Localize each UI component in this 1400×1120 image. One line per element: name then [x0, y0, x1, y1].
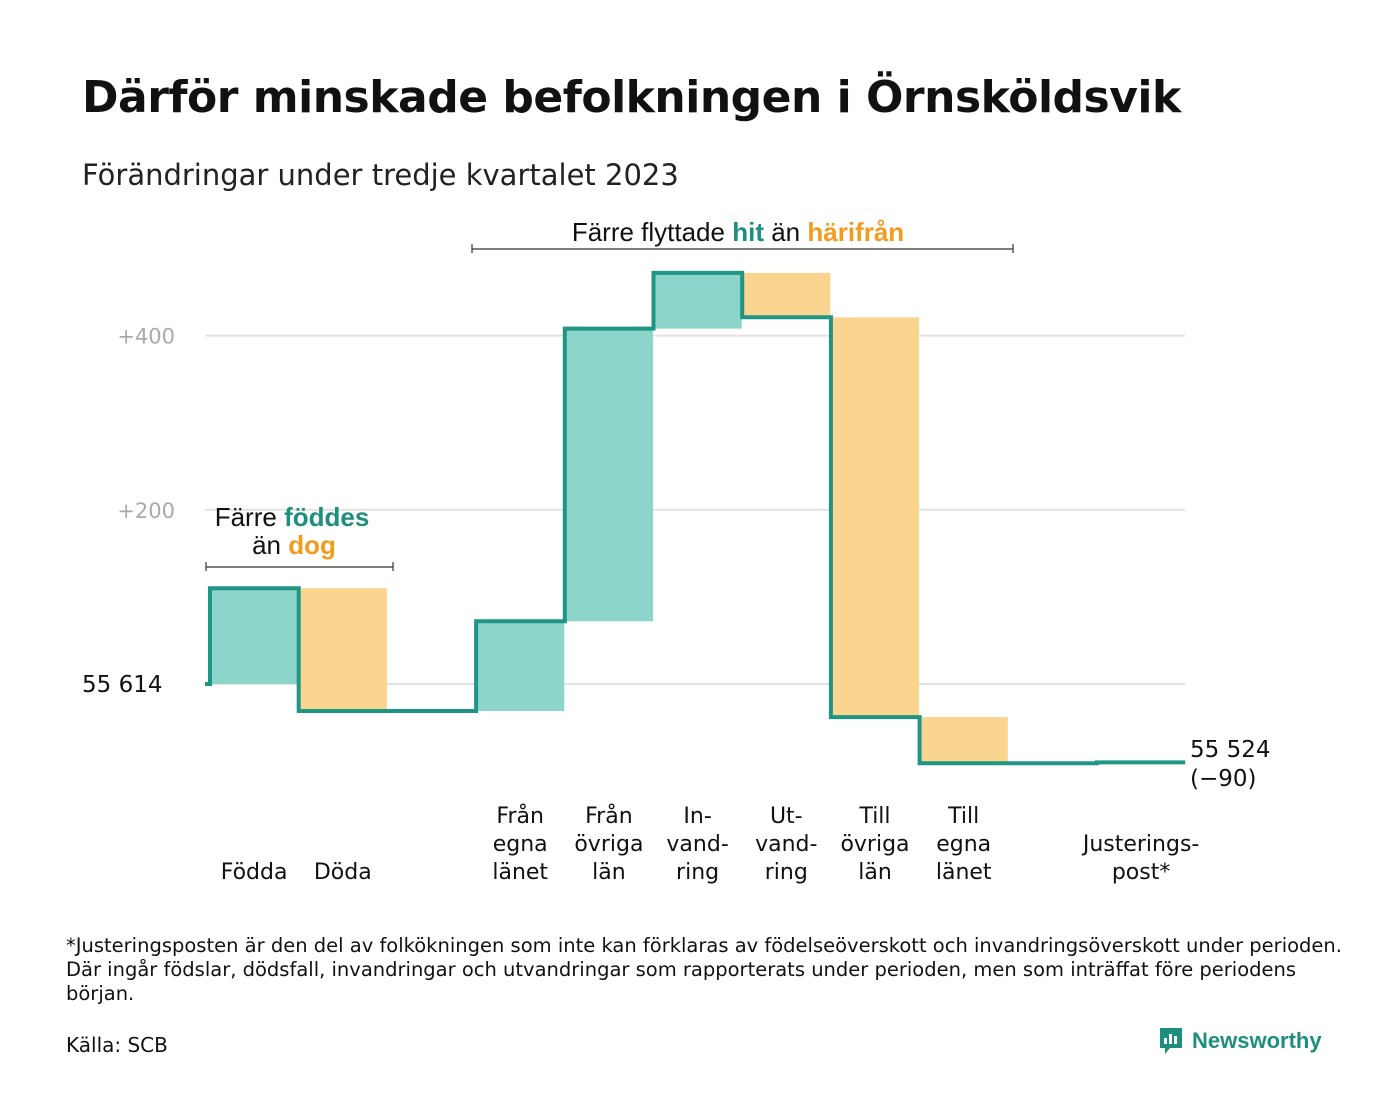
category-label: egna: [493, 832, 548, 857]
category-label: Födda: [221, 860, 288, 885]
chart-subtitle: Förändringar under tredje kvartalet 2023: [82, 158, 679, 192]
y-tick-label: +200: [117, 499, 175, 523]
category-label: ring: [676, 860, 719, 885]
bar-outflow: [298, 588, 387, 712]
bar-inflow: [476, 621, 565, 712]
annotation-migration: Färre flyttade hit än härifrån: [471, 217, 1014, 253]
footnote: *Justeringsposten är den del av folkökni…: [66, 934, 1342, 1005]
brand-name: Newsworthy: [1192, 1028, 1322, 1053]
newsworthy-chart-icon: [1160, 1028, 1182, 1054]
category-label: vand-: [755, 832, 817, 857]
category-label: övriga: [574, 832, 643, 857]
bar-outflow: [919, 717, 1008, 764]
end-change-label: (−90): [1190, 766, 1256, 792]
category-label: Ut-: [770, 804, 803, 829]
bar-inflow: [653, 272, 742, 329]
category-label: Justerings-: [1081, 832, 1200, 857]
category-label: Från: [585, 803, 633, 829]
chart-title: Därför minskade befolkningen i Örnskölds…: [82, 72, 1181, 123]
annotation-migration-text: Färre flyttade hit än härifrån: [572, 217, 904, 247]
category-label: övriga: [840, 832, 909, 857]
x-axis-categories: Födda Döda Från egna länet Från övriga län In-va…: [221, 803, 1200, 885]
annotation-births-deaths: Färre föddes än dog: [205, 502, 394, 571]
start-value-label: 55 614: [82, 672, 162, 698]
category-label: Till: [947, 804, 979, 829]
category-label: In-: [683, 804, 711, 829]
category-label: län: [592, 860, 626, 885]
cumulative-line-path: [205, 270, 1186, 766]
annotation-births-line1: Färre föddes: [215, 502, 370, 532]
bar-inflow: [564, 328, 653, 622]
source-label: Källa: SCB: [66, 1033, 168, 1057]
brand-logo[interactable]: Newsworthy: [1158, 1026, 1322, 1056]
end-value-label: 55 524: [1190, 737, 1270, 763]
category-label: egna: [936, 832, 991, 857]
bar-outflow: [830, 317, 920, 718]
y-axis-ticks: +200 +400: [117, 325, 175, 523]
category-label: Från: [496, 803, 544, 829]
category-label: länet: [936, 860, 992, 885]
category-label: post*: [1112, 860, 1171, 885]
category-label: län: [858, 860, 892, 885]
cumulative-line: [205, 270, 1186, 766]
bar-inflow: [210, 588, 299, 684]
y-tick-label: +400: [117, 325, 175, 349]
category-label: Till: [858, 804, 890, 829]
category-label: vand-: [666, 832, 728, 857]
bars: [210, 272, 1186, 764]
category-label: ring: [765, 860, 808, 885]
annotation-births-line2: än dog: [252, 530, 336, 560]
bar-outflow: [742, 272, 831, 318]
waterfall-chart: +200 +400 Födda Döda Från egna länet Från övrig…: [82, 217, 1270, 885]
category-label: Döda: [314, 860, 372, 885]
category-label: länet: [492, 860, 548, 885]
